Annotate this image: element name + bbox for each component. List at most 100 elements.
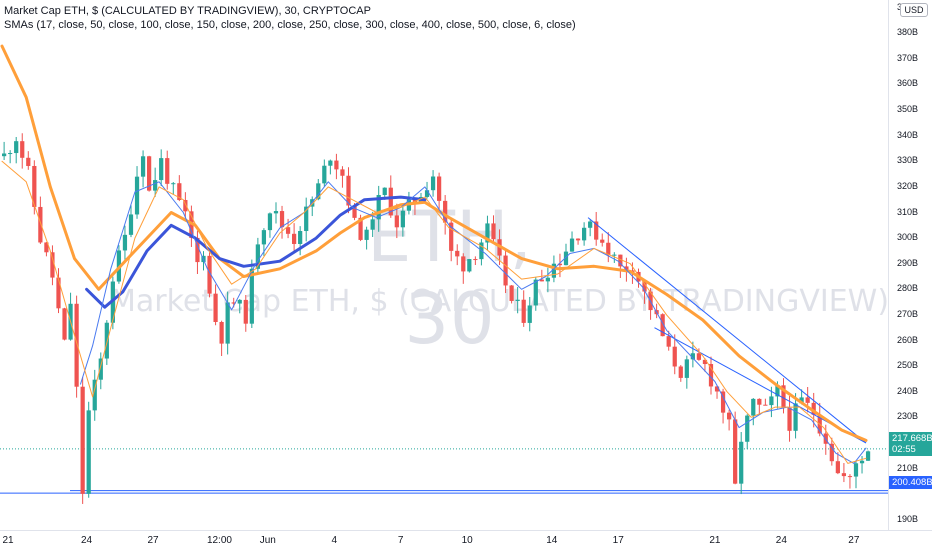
candle	[666, 330, 671, 351]
candle-body	[618, 254, 623, 267]
candle	[400, 206, 405, 237]
candle-body	[80, 386, 85, 494]
candle-body	[720, 391, 726, 413]
candle	[612, 252, 617, 263]
price-tick-label: 340B	[897, 129, 919, 140]
candle	[44, 241, 49, 257]
candle-body	[255, 244, 260, 269]
trendline	[587, 217, 867, 444]
candle	[594, 211, 599, 246]
price-tick-label: 230B	[897, 411, 919, 422]
candle-body	[400, 210, 405, 228]
candle-body	[684, 359, 689, 378]
candle-body	[521, 299, 526, 323]
candle	[376, 185, 381, 232]
legend-indicator-sma[interactable]: SMAs (17, close, 50, close, 100, close, …	[4, 19, 576, 31]
candle-body	[159, 158, 164, 181]
candle-body	[74, 303, 79, 387]
candle-body	[853, 463, 859, 477]
chart-area[interactable]: ETH, 30 Market Cap ETH, $ (CALCULATED BY…	[0, 0, 888, 530]
candle-body	[733, 419, 738, 484]
candle	[310, 196, 315, 217]
sma-blue-line	[85, 195, 427, 309]
candle-body	[594, 221, 599, 240]
time-tick-label: 21	[709, 535, 721, 546]
time-tick-label: 27	[848, 535, 860, 546]
candle-body	[364, 229, 369, 240]
candle-body	[243, 299, 248, 324]
candle-body	[491, 223, 496, 240]
candle-body	[666, 336, 671, 347]
candle-body	[171, 183, 176, 185]
candle	[787, 396, 792, 442]
candle-body	[92, 379, 97, 411]
candle	[50, 245, 55, 286]
candle	[189, 205, 194, 247]
candle-body	[515, 299, 520, 301]
candle-body	[678, 366, 683, 378]
candle	[606, 232, 611, 263]
candle-body	[642, 281, 647, 292]
candle-body	[26, 157, 31, 166]
time-tick-label: 21	[2, 535, 14, 546]
candle-body	[443, 200, 448, 223]
candle-body	[2, 153, 7, 157]
candle	[684, 355, 689, 389]
candle-body	[267, 213, 273, 231]
candle-body	[600, 239, 605, 243]
candle-body	[207, 255, 212, 294]
candle	[473, 256, 478, 265]
candle-body	[316, 183, 321, 200]
currency-button[interactable]: USD	[900, 3, 928, 17]
time-tick-label: 14	[546, 535, 558, 546]
candle	[267, 212, 273, 238]
candle	[515, 286, 520, 314]
candle	[763, 398, 768, 406]
candle	[521, 290, 526, 327]
candle-body	[799, 397, 804, 404]
chart-canvas[interactable]	[0, 0, 888, 530]
sma-orange-long-line	[0, 44, 868, 442]
price-tick-label: 250B	[897, 360, 919, 371]
candle	[86, 401, 91, 498]
candle-body	[745, 415, 750, 442]
candle-body	[352, 205, 357, 218]
candle	[588, 218, 593, 237]
candle	[739, 431, 744, 495]
time-tick-label: 27	[147, 535, 159, 546]
candle-body	[104, 322, 109, 359]
candle-body	[847, 476, 853, 478]
price-tick-label: 360B	[897, 78, 919, 89]
candle	[690, 341, 695, 368]
candle	[461, 253, 466, 284]
candle-body	[551, 263, 557, 278]
legend-symbol-title[interactable]: Market Cap ETH, $ (CALCULATED BY TRADING…	[4, 5, 371, 17]
time-axis[interactable]: 21 24 27 12:00 Jun 4 7 10 14 17 21 24 27	[0, 530, 932, 550]
candle	[539, 269, 544, 282]
candle-body	[805, 397, 810, 403]
candle	[62, 307, 67, 341]
candle-body	[195, 237, 200, 263]
candle-body	[177, 183, 182, 200]
price-tick-label: 260B	[897, 334, 919, 345]
price-tick-label: 380B	[897, 27, 919, 38]
candle	[437, 172, 442, 210]
candle-body	[829, 443, 834, 462]
candle-body	[557, 263, 563, 266]
candle-body	[86, 410, 91, 494]
candle	[304, 197, 309, 242]
price-tick-label: 370B	[897, 52, 919, 63]
candle	[618, 254, 623, 278]
candle-body	[298, 231, 303, 244]
watermark-symbol: ETH, 30	[367, 196, 533, 360]
candle-body	[237, 299, 242, 304]
candle-body	[509, 285, 514, 301]
candle-body	[865, 451, 871, 461]
candle	[165, 150, 170, 190]
candle	[865, 450, 871, 461]
candle-body	[563, 251, 569, 266]
candle-body	[708, 364, 714, 387]
candle	[467, 258, 472, 273]
candle-body	[473, 259, 478, 261]
candle-body	[575, 238, 581, 241]
